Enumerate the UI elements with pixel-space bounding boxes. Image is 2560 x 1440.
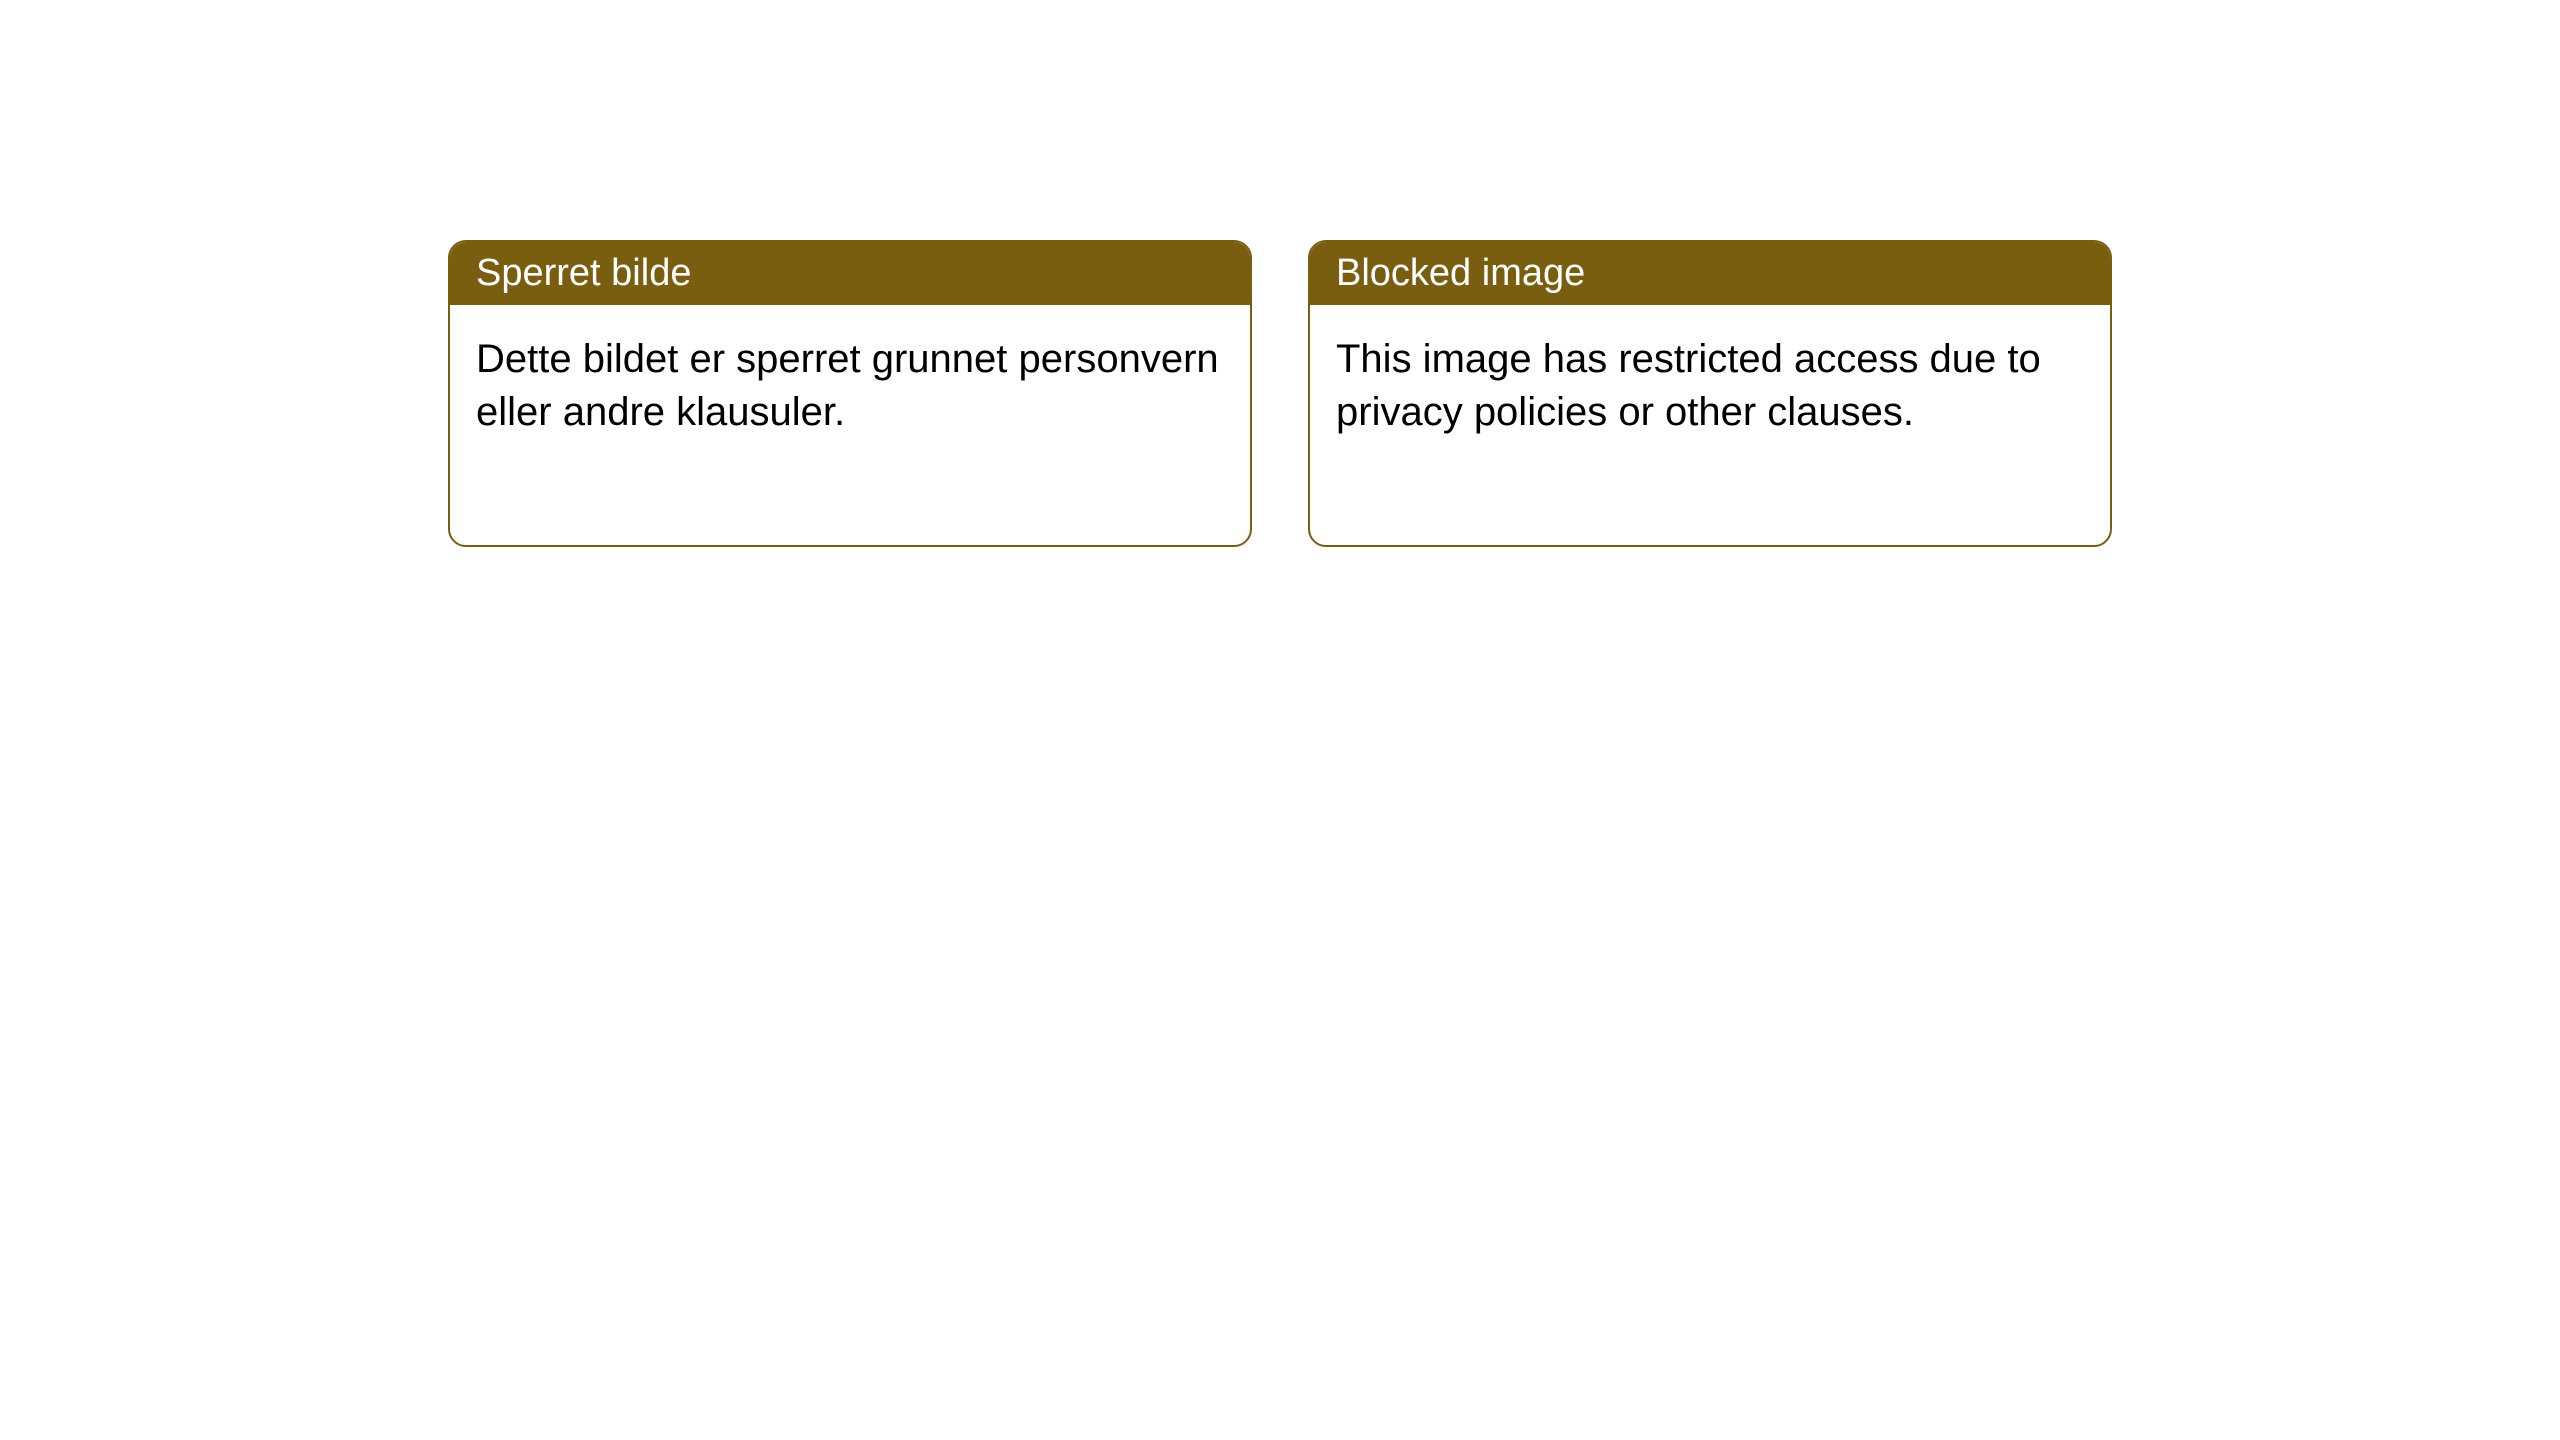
notice-header: Blocked image: [1310, 242, 2110, 305]
notice-text: This image has restricted access due to …: [1336, 337, 2041, 434]
notice-card-norwegian: Sperret bilde Dette bildet er sperret gr…: [448, 240, 1252, 547]
notice-body: Dette bildet er sperret grunnet personve…: [450, 305, 1250, 545]
notice-container: Sperret bilde Dette bildet er sperret gr…: [448, 240, 2112, 547]
notice-body: This image has restricted access due to …: [1310, 305, 2110, 545]
notice-title: Blocked image: [1336, 252, 1585, 294]
notice-text: Dette bildet er sperret grunnet personve…: [476, 337, 1219, 434]
notice-title: Sperret bilde: [476, 252, 691, 294]
notice-header: Sperret bilde: [450, 242, 1250, 305]
notice-card-english: Blocked image This image has restricted …: [1308, 240, 2112, 547]
